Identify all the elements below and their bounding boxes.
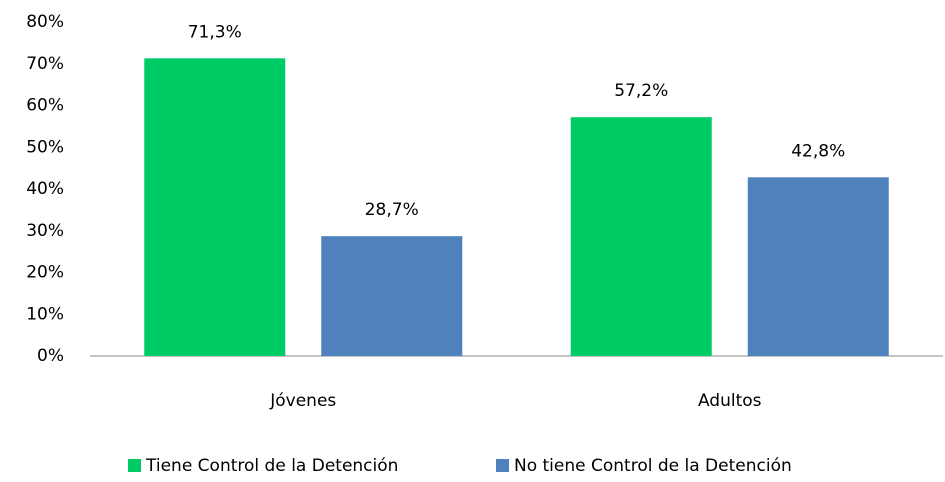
data-label: 71,3% [188,22,242,42]
y-tick-label: 80% [26,12,64,32]
bar [144,58,286,356]
bar [570,117,712,356]
legend-label: Tiene Control de la Detención [145,456,398,476]
y-tick-label: 0% [37,346,64,366]
legend-swatch [496,459,509,472]
legend-swatch [128,459,141,472]
y-tick-label: 30% [26,221,64,241]
legend-label: No tiene Control de la Detención [514,456,792,476]
bar [321,236,463,356]
x-tick-label: Adultos [698,391,762,411]
x-tick-label: Jóvenes [269,391,336,411]
y-tick-label: 50% [26,137,64,157]
data-label: 57,2% [614,81,668,101]
data-label: 28,7% [365,200,419,220]
y-tick-label: 10% [26,304,64,324]
y-tick-label: 60% [26,96,64,116]
y-tick-label: 40% [26,179,64,199]
y-tick-label: 70% [26,54,64,74]
bar [747,177,889,356]
y-tick-label: 20% [26,263,64,283]
data-label: 42,8% [791,141,845,161]
